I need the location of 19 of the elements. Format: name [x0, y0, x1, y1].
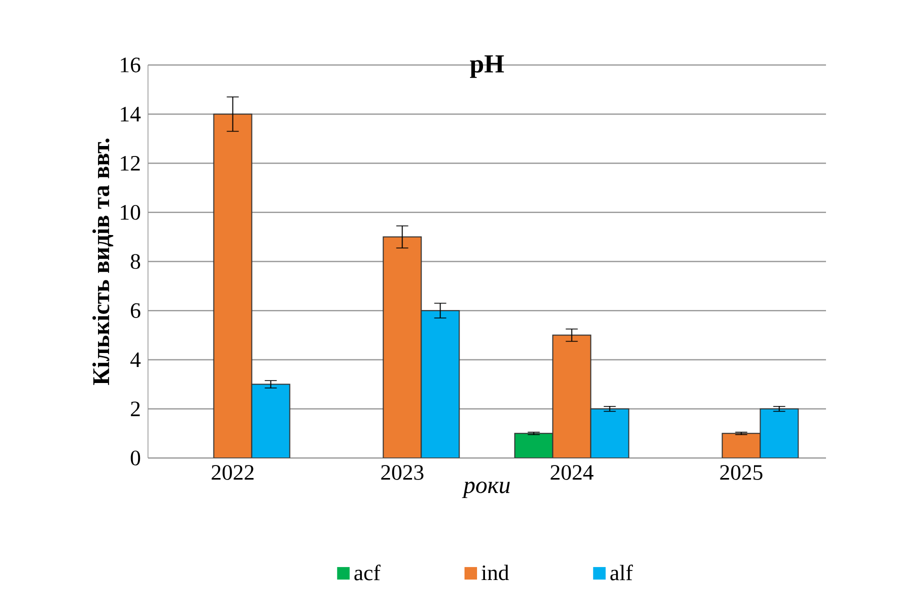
- legend-label: acf: [354, 564, 380, 580]
- x-tick-label: 2024: [550, 465, 594, 480]
- y-tick-label: 4: [130, 352, 141, 367]
- y-tick-label: 2: [130, 402, 140, 416]
- legend-label: alf: [610, 564, 633, 580]
- chart-title: pH: [470, 55, 504, 78]
- y-tick-label: 8: [130, 254, 140, 269]
- y-tick-label: 16: [120, 58, 140, 72]
- y-axis-title: Кількість видів та ввт.: [92, 138, 114, 385]
- y-tick-label: 6: [130, 303, 140, 318]
- y-tick-label: 12: [120, 156, 140, 171]
- x-tick-label: 2025: [720, 465, 762, 480]
- y-tick-label: 0: [130, 450, 140, 466]
- x-tick-label: 2023: [381, 465, 424, 480]
- legend-label: ind: [482, 564, 509, 580]
- x-axis-title: роки: [462, 482, 510, 498]
- y-tick-label: 10: [120, 204, 140, 220]
- x-tick-label: 2022: [212, 465, 254, 480]
- y-tick-label: 14: [120, 106, 141, 122]
